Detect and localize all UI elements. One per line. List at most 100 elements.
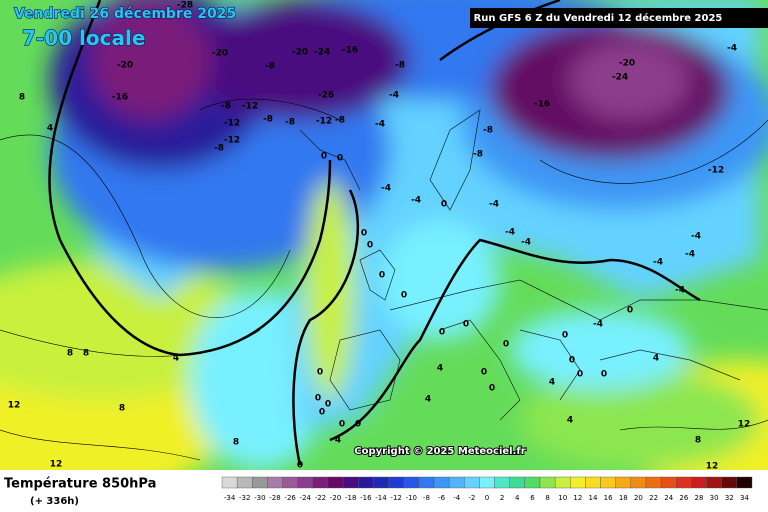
colorbar-swatch xyxy=(660,476,677,489)
contour-label: 12 xyxy=(50,460,63,470)
contour-label: 0 xyxy=(627,306,633,316)
contour-label: -4 xyxy=(505,228,515,238)
colorbar-tick-label: -8 xyxy=(423,494,430,502)
run-box xyxy=(470,8,768,28)
contour-label: 0 xyxy=(315,394,321,404)
colorbar-tick-label: 4 xyxy=(515,494,520,502)
colorbar-swatch xyxy=(706,476,722,489)
contour-label: -24 xyxy=(314,48,330,58)
contour-label: 0 xyxy=(489,384,495,394)
colorbar-tick-label: -20 xyxy=(330,494,341,502)
colorbar-tick-label: 0 xyxy=(485,494,489,502)
colorbar-tick-label: 8 xyxy=(545,494,549,502)
contour-label: -16 xyxy=(534,100,550,110)
colorbar-swatch xyxy=(585,476,601,489)
contour-label: 0 xyxy=(569,356,575,366)
contour-label: 8 xyxy=(119,404,125,414)
colorbar-tick-label: 26 xyxy=(679,494,688,502)
contour-label: 0 xyxy=(361,229,367,239)
colorbar-tick-label: 10 xyxy=(558,494,567,502)
contour-label: 8 xyxy=(19,93,25,103)
colorbar-tick-label: 6 xyxy=(530,494,535,502)
isotherms xyxy=(0,98,768,461)
colorbar-swatch xyxy=(479,476,495,489)
footer-title: Température 850hPa xyxy=(4,477,156,492)
colorbar-swatch xyxy=(252,476,268,489)
colorbar-tick-label: 34 xyxy=(740,494,749,502)
contour-label: -4 xyxy=(593,320,603,330)
lead-time: (+ 336h) xyxy=(30,496,79,507)
contour-label: 4 xyxy=(437,364,443,374)
colorbar-swatch xyxy=(342,476,359,489)
colorbar-swatch xyxy=(373,476,389,489)
contour-label: 12 xyxy=(738,420,751,430)
forecast-time: 7-00 locale xyxy=(22,26,145,50)
contour-label: -20 xyxy=(117,61,133,71)
colorbar-swatch xyxy=(615,476,632,489)
contour-label: 8 xyxy=(83,349,89,359)
colorbar-swatch xyxy=(676,476,692,489)
colorbar-swatch xyxy=(509,476,526,489)
colorbar: -34 -32 -30 -28 -26 -24 -22 -20 -18 -16 -14 -12 -10-… xyxy=(221,476,753,502)
contour-label: 8 xyxy=(695,436,701,446)
contour-label: 0 xyxy=(297,461,303,471)
colorbar-tick-label: 22 xyxy=(649,494,658,502)
contour-label: -20 xyxy=(212,49,228,59)
contour-label: -8 xyxy=(335,116,345,126)
colorbar-tick-label: -26 xyxy=(284,494,296,502)
colorbar-tick-label: 24 xyxy=(664,494,673,502)
contour-label: -4 xyxy=(389,91,399,101)
colorbar-swatch xyxy=(267,476,283,489)
colorbar-tick-label: 28 xyxy=(695,494,704,502)
colorbar-tick-label: -6 xyxy=(438,494,446,502)
colorbar-swatch xyxy=(282,476,298,489)
contour-label: -4 xyxy=(685,250,695,260)
contour-label: -8 xyxy=(483,126,493,136)
contour-label: 8 xyxy=(67,349,73,359)
colorbar-tick-label: -2 xyxy=(468,494,475,502)
contour-label: -8 xyxy=(265,62,275,72)
contour-label: -8 xyxy=(214,144,224,154)
contour-label: 0 xyxy=(337,154,343,164)
colorbar-swatch xyxy=(464,476,480,489)
contour-label: -8 xyxy=(263,115,273,125)
contour-label: -12 xyxy=(316,117,332,127)
contour-label: -8 xyxy=(221,102,231,112)
contour-label: -26 xyxy=(318,91,334,101)
colorbar-swatch xyxy=(570,476,586,489)
contour-label: 4 xyxy=(549,378,555,388)
contour-label: 4 xyxy=(567,416,573,426)
colorbar-tick-label: -24 xyxy=(300,494,312,502)
contour-label: -8 xyxy=(473,150,483,160)
coastlines xyxy=(299,109,768,421)
contour-label: -4 xyxy=(653,258,663,268)
colorbar-swatch xyxy=(327,476,344,489)
colorbar-tick-label: -16 xyxy=(360,494,372,502)
colorbar-tick-label: -30 xyxy=(254,494,265,502)
contour-label: -12 xyxy=(224,136,240,146)
colorbar-swatch xyxy=(524,476,541,489)
contour-label: 0 xyxy=(481,368,487,378)
contour-label: 4 xyxy=(173,354,179,364)
contour-label: 0 xyxy=(601,370,607,380)
contour-label: -8 xyxy=(285,118,295,128)
contour-label: 4 xyxy=(653,354,659,364)
colorbar-swatch xyxy=(691,476,707,489)
contour-label: -20 xyxy=(292,48,308,58)
contour-label: 0 xyxy=(317,368,323,378)
colorbar-tick-label: -28 xyxy=(269,494,280,502)
contour-label: -20 xyxy=(619,59,635,69)
contour-label: -4 xyxy=(375,120,385,130)
colorbar-tick-label: 18 xyxy=(619,494,628,502)
colorbar-swatch xyxy=(312,476,329,489)
contour-label: 0 xyxy=(441,200,447,210)
contour-label: -8 xyxy=(395,61,405,71)
contour-label: -12 xyxy=(708,166,724,176)
contour-label: -4 xyxy=(691,232,701,242)
colorbar-tick-label: 30 xyxy=(710,494,719,502)
colorbar-swatch xyxy=(494,476,510,489)
contour-label: 8 xyxy=(233,438,239,448)
contour-label: 0 xyxy=(577,370,583,380)
colorbar-swatch xyxy=(433,476,450,489)
contour-label: 0 xyxy=(503,340,509,350)
